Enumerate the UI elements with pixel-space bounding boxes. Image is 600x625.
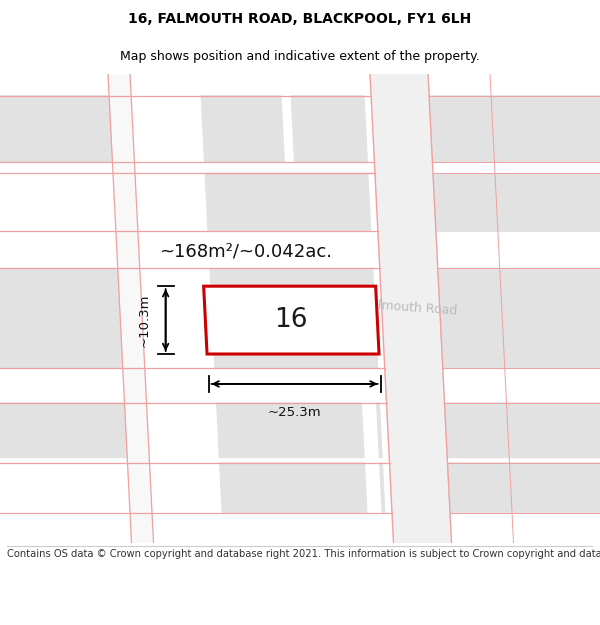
Text: Map shows position and indicative extent of the property.: Map shows position and indicative extent… xyxy=(120,49,480,62)
Polygon shape xyxy=(291,96,367,161)
Text: ~168m²/~0.042ac.: ~168m²/~0.042ac. xyxy=(160,242,332,260)
Polygon shape xyxy=(210,268,378,368)
Text: Contains OS data © Crown copyright and database right 2021. This information is : Contains OS data © Crown copyright and d… xyxy=(7,549,600,559)
Polygon shape xyxy=(433,174,600,231)
Polygon shape xyxy=(438,268,600,368)
Polygon shape xyxy=(445,403,600,458)
Polygon shape xyxy=(205,174,371,231)
Polygon shape xyxy=(201,96,284,161)
Polygon shape xyxy=(380,462,385,512)
Polygon shape xyxy=(220,462,367,512)
Polygon shape xyxy=(0,403,127,458)
Polygon shape xyxy=(217,403,364,458)
Polygon shape xyxy=(0,96,112,161)
Text: 16: 16 xyxy=(275,307,308,333)
Text: ~25.3m: ~25.3m xyxy=(268,406,322,419)
Polygon shape xyxy=(370,74,452,542)
Polygon shape xyxy=(108,74,154,542)
Polygon shape xyxy=(203,286,379,354)
Text: ~10.3m: ~10.3m xyxy=(137,293,151,347)
Text: 16, FALMOUTH ROAD, BLACKPOOL, FY1 6LH: 16, FALMOUTH ROAD, BLACKPOOL, FY1 6LH xyxy=(128,12,472,26)
Polygon shape xyxy=(448,462,600,512)
Polygon shape xyxy=(429,96,600,161)
Polygon shape xyxy=(377,403,382,458)
Polygon shape xyxy=(0,268,123,368)
Text: Falmouth Road: Falmouth Road xyxy=(364,298,458,318)
